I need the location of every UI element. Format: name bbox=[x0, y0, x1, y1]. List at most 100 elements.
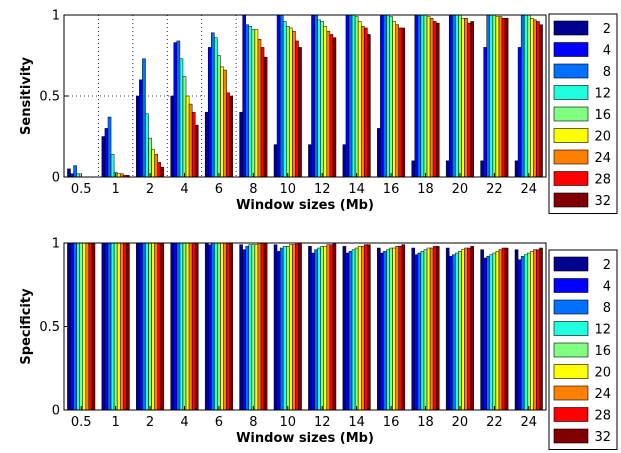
specificity-bar bbox=[104, 242, 109, 411]
specificity-bar bbox=[279, 247, 284, 411]
sensitivity-bar bbox=[386, 14, 390, 178]
specificity-bar bbox=[223, 242, 227, 411]
sensitivity-x-tick-label: 8 bbox=[249, 182, 257, 197]
specificity-bar bbox=[276, 251, 281, 411]
sensitivity-bar bbox=[110, 154, 115, 178]
specificity-x-axis-label: Window sizes (Mb) bbox=[236, 431, 374, 446]
sensitivity-bar bbox=[298, 47, 302, 178]
sensitivity-bar bbox=[380, 14, 384, 178]
sensitivity-bar bbox=[142, 58, 146, 178]
sensitivity-legend-swatch bbox=[553, 106, 589, 122]
specificity-bar bbox=[445, 247, 450, 411]
specificity-bar bbox=[160, 242, 165, 411]
sensitivity-bar bbox=[223, 69, 227, 178]
specificity-bar bbox=[383, 251, 387, 411]
specificity-bar bbox=[351, 249, 356, 411]
sensitivity-bar bbox=[154, 154, 158, 178]
specificity-legend-swatch bbox=[553, 299, 589, 315]
sensitivity-bar bbox=[73, 165, 77, 178]
specificity-legend-label: 2 bbox=[603, 258, 611, 273]
sensitivity-bar bbox=[480, 160, 484, 178]
specificity-x-tick-label: 14 bbox=[348, 415, 365, 430]
specificity-bar bbox=[467, 247, 471, 411]
sensitivity-bar bbox=[263, 56, 268, 178]
specificity-bar bbox=[504, 247, 509, 411]
specificity-bar bbox=[139, 242, 143, 411]
sensitivity-x-tick-label: 18 bbox=[417, 182, 434, 197]
specificity-bar bbox=[88, 242, 93, 411]
sensitivity-bar bbox=[279, 14, 284, 178]
sensitivity-bar bbox=[242, 14, 246, 178]
specificity-bar bbox=[148, 242, 152, 411]
specificity-bar bbox=[348, 251, 353, 411]
sensitivity-bar bbox=[360, 26, 365, 178]
specificity-bar bbox=[398, 246, 403, 411]
sensitivity-bar bbox=[286, 26, 290, 178]
specificity-bar bbox=[323, 246, 328, 411]
sensitivity-bar bbox=[317, 19, 321, 178]
sensitivity-bar bbox=[248, 26, 253, 178]
specificity-bar bbox=[286, 246, 290, 411]
specificity-bar bbox=[91, 242, 96, 411]
specificity-bar bbox=[282, 246, 287, 411]
sensitivity-bar bbox=[292, 30, 296, 178]
specificity-x-tick-label: 24 bbox=[521, 415, 538, 430]
sensitivity-bar bbox=[194, 124, 199, 178]
specificity-bar bbox=[417, 252, 422, 411]
sensitivity-bar bbox=[383, 14, 387, 178]
sensitivity-bar bbox=[311, 14, 315, 178]
specificity-bar bbox=[539, 247, 543, 411]
specificity-bar bbox=[194, 242, 199, 411]
specificity-bar bbox=[520, 256, 525, 411]
sensitivity-bar bbox=[498, 16, 503, 178]
specificity-bar bbox=[536, 249, 540, 411]
specificity-bar bbox=[530, 251, 534, 411]
specificity-legend-swatch bbox=[553, 385, 589, 401]
specificity-bar bbox=[395, 246, 399, 411]
sensitivity-bar bbox=[276, 14, 281, 178]
specificity-bar bbox=[489, 254, 494, 411]
specificity-bar bbox=[110, 242, 115, 411]
sensitivity-bar bbox=[411, 160, 416, 178]
sensitivity-bar bbox=[329, 34, 334, 178]
specificity-bar bbox=[426, 247, 431, 411]
sensitivity-bar bbox=[214, 37, 218, 178]
sensitivity-bar bbox=[461, 17, 465, 178]
sensitivity-bar bbox=[229, 95, 233, 178]
specificity-bar bbox=[157, 242, 162, 411]
specificity-bar bbox=[386, 249, 390, 411]
specificity-bar bbox=[332, 242, 337, 411]
specificity-bar bbox=[292, 244, 296, 411]
sensitivity-bar bbox=[514, 160, 519, 178]
sensitivity-legend-swatch bbox=[553, 171, 589, 186]
specificity-bar bbox=[389, 247, 393, 411]
specificity-bar bbox=[452, 254, 456, 411]
sensitivity-x-tick-label: 4 bbox=[180, 182, 188, 197]
specificity-bar bbox=[260, 242, 265, 411]
specificity-legend-label: 32 bbox=[594, 430, 611, 445]
specificity-x-tick-label: 18 bbox=[417, 415, 434, 430]
specificity-legend-swatch bbox=[553, 321, 589, 336]
sensitivity-bar bbox=[145, 113, 149, 178]
sensitivity-bar bbox=[251, 29, 256, 178]
sensitivity-y-axis-label: Sensitivity bbox=[19, 57, 34, 135]
sensitivity-x-tick-label: 24 bbox=[521, 182, 538, 197]
specificity-bar bbox=[126, 242, 130, 411]
specificity-bar bbox=[392, 247, 396, 411]
sensitivity-legend-label: 16 bbox=[594, 108, 611, 123]
specificity-bar bbox=[480, 249, 484, 411]
sensitivity-legend-swatch bbox=[553, 20, 589, 36]
specificity-bar bbox=[461, 249, 465, 411]
specificity-bar bbox=[211, 242, 215, 411]
sensitivity-bar bbox=[282, 21, 287, 178]
specificity-legend-label: 8 bbox=[603, 301, 611, 316]
sensitivity-bar bbox=[458, 14, 462, 178]
sensitivity-bar bbox=[160, 167, 165, 178]
sensitivity-legend-label: 4 bbox=[603, 44, 611, 59]
sensitivity-bar bbox=[401, 27, 406, 178]
sensitivity-legend-label: 28 bbox=[594, 173, 611, 188]
sensitivity-x-tick-label: 0.5 bbox=[71, 182, 92, 197]
sensitivity-bar bbox=[414, 14, 419, 178]
sensitivity-bar bbox=[483, 47, 487, 178]
specificity-bar bbox=[429, 247, 434, 411]
